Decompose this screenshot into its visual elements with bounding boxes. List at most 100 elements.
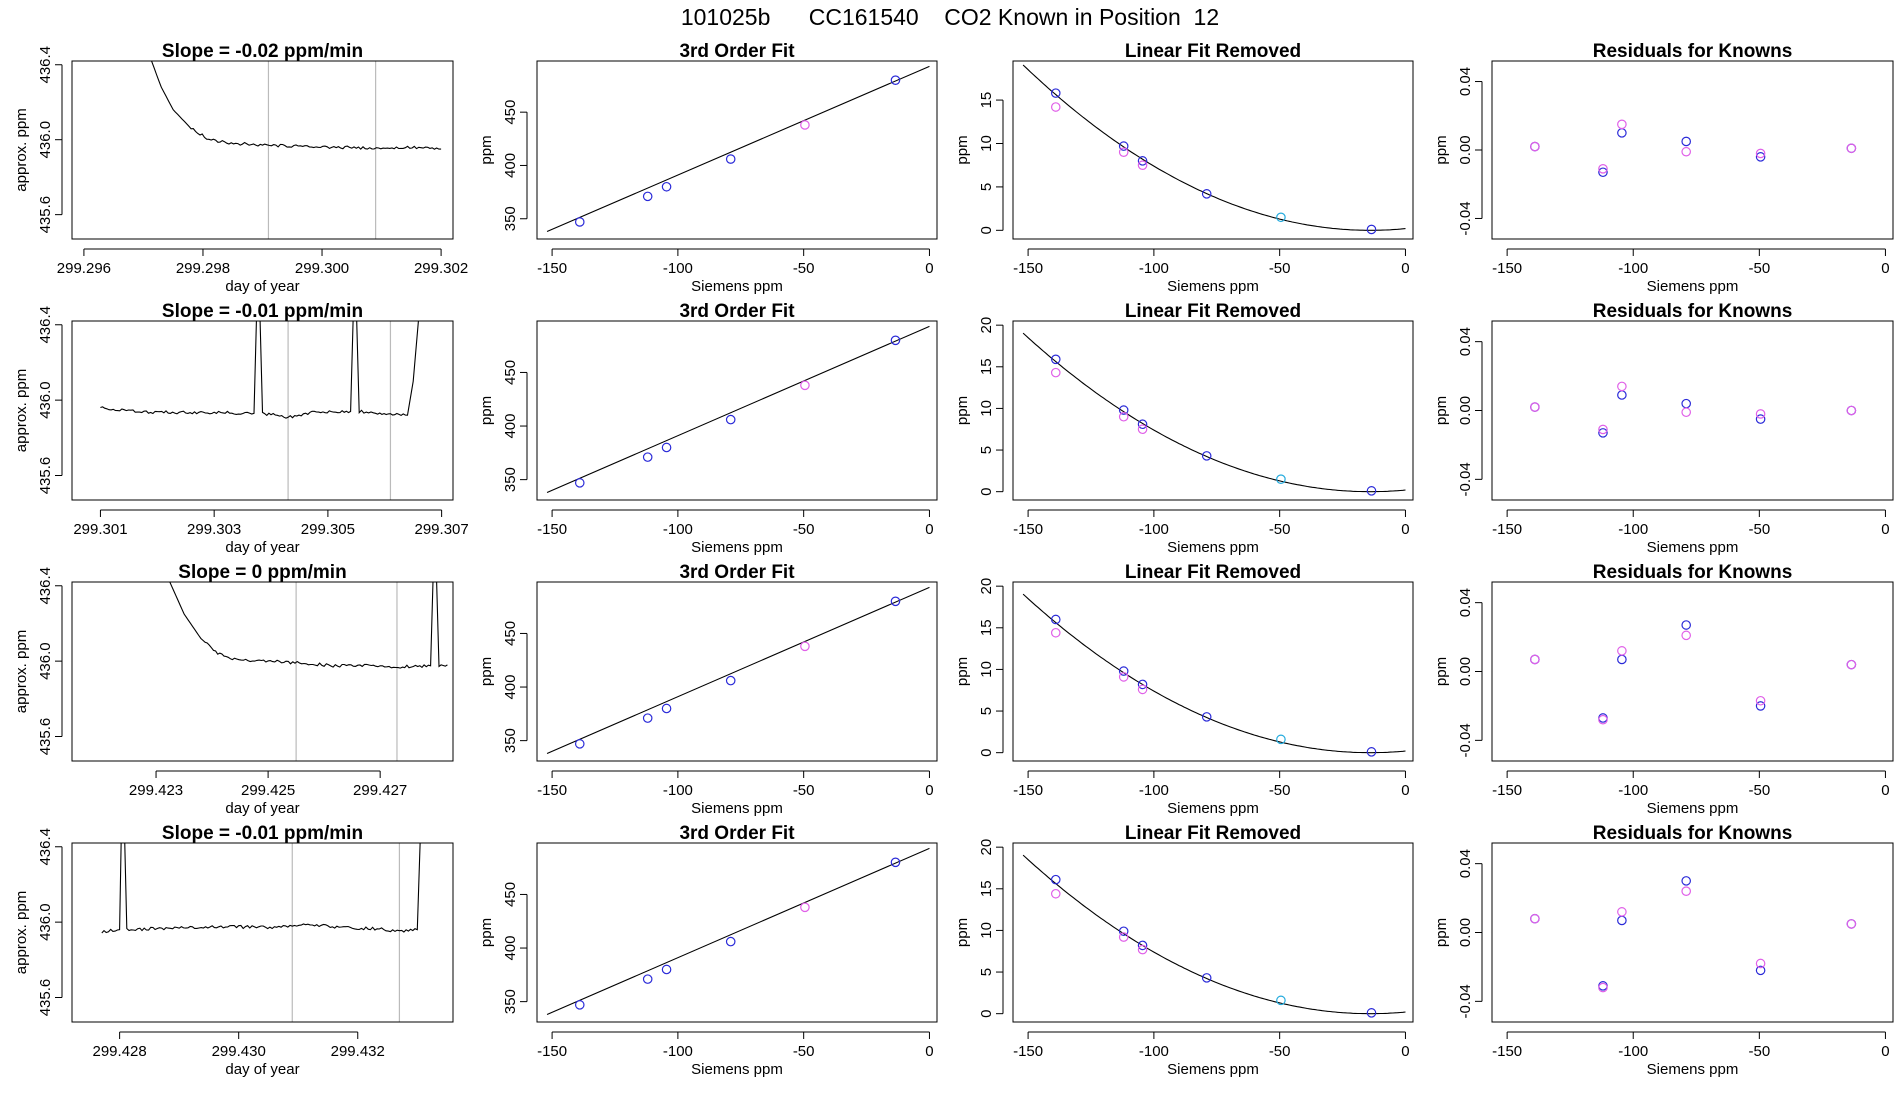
data-point: [1846, 919, 1857, 929]
data-point: [1118, 672, 1129, 682]
x-tick-label: 0: [925, 521, 933, 538]
data-point: [890, 335, 901, 346]
y-tick-label: 436.0: [37, 121, 54, 159]
data-point: [1366, 1008, 1377, 1018]
data-point: [1598, 714, 1608, 725]
y-tick-label: 5: [978, 446, 995, 454]
data-point: [661, 181, 672, 192]
data-point: [1617, 907, 1627, 917]
chart-panel: 3rd Order Fit -150 -100 -50 0 Siemens ppm 350 4…: [478, 823, 938, 1078]
data-point: [1201, 712, 1212, 722]
x-tick-label: 0: [1401, 1043, 1409, 1060]
data-point: [642, 452, 653, 462]
y-axis-label: approx. ppm: [13, 369, 30, 452]
y-axis-label: ppm: [478, 918, 495, 947]
x-tick-label: -100: [1139, 521, 1169, 538]
chart-title: 3rd Order Fit: [679, 823, 795, 844]
y-tick-label: 400: [502, 153, 519, 178]
plot-frame: [1491, 320, 1894, 501]
x-axis-label: Siemens ppm: [691, 278, 783, 295]
x-tick-label: -50: [1748, 782, 1770, 799]
chart-title: Slope = -0.01 ppm/min: [162, 301, 363, 322]
chart-title: Linear Fit Removed: [1125, 823, 1301, 844]
y-tick-label: 20: [978, 578, 995, 595]
y-tick-label: 450: [502, 100, 519, 125]
x-tick-label: 299.305: [301, 521, 355, 538]
chart-panel: 3rd Order Fit -150 -100 -50 0 Siemens ppm 350 4…: [478, 41, 938, 295]
plot-area: [1530, 119, 1857, 178]
chart-panel: Linear Fit Removed -150 -100 -50 0 Siemens pp…: [954, 823, 1414, 1078]
x-axis-label: day of year: [225, 1061, 299, 1078]
x-tick-label: -100: [1618, 782, 1648, 799]
y-tick-label: 0.00: [1457, 135, 1474, 164]
data-point: [890, 596, 901, 607]
data-point: [1530, 141, 1540, 152]
x-tick-label: 299.425: [241, 782, 295, 799]
y-tick-label: 450: [502, 360, 519, 385]
data-point: [1681, 398, 1691, 409]
time-series-line: [169, 582, 448, 669]
y-tick-label: 20: [978, 839, 995, 856]
x-tick-label: 299.430: [212, 1043, 266, 1060]
x-tick-label: -150: [1013, 1043, 1043, 1060]
data-point: [1137, 944, 1148, 955]
y-axis-label: ppm: [1433, 396, 1450, 425]
y-tick-label: 0: [978, 749, 995, 757]
plot-frame: [71, 320, 454, 501]
data-point: [800, 641, 810, 652]
data-point: [1137, 424, 1148, 435]
data-point: [1201, 451, 1212, 461]
plot-frame: [1012, 60, 1414, 240]
data-point: [1118, 932, 1129, 942]
data-point: [1050, 888, 1061, 899]
plot-frame: [1491, 842, 1894, 1023]
plot-area: [1022, 64, 1406, 235]
fit-curve: [1022, 593, 1406, 754]
x-tick-label: -150: [1492, 260, 1522, 277]
x-axis-label: Siemens ppm: [1167, 1061, 1259, 1078]
y-tick-label: 450: [502, 621, 519, 646]
data-point: [1681, 876, 1691, 886]
data-point: [642, 713, 653, 723]
y-axis-label: ppm: [478, 135, 495, 164]
chart-title: Slope = -0.02 ppm/min: [162, 41, 363, 62]
data-point: [1530, 402, 1540, 412]
data-point: [1598, 424, 1608, 435]
y-tick-label: 435.6: [37, 718, 54, 756]
plot-area: [1022, 332, 1406, 496]
y-tick-label: 435.6: [37, 196, 54, 234]
data-point: [661, 442, 672, 453]
fit-line: [546, 586, 930, 755]
y-tick-label: 0: [978, 226, 995, 234]
data-point: [1137, 419, 1148, 430]
y-tick-label: 0.00: [1457, 918, 1474, 947]
chart-panel: Residuals for Knowns -150 -100 -50 0 Siemens …: [1433, 823, 1894, 1078]
y-tick-label: 5: [978, 968, 995, 976]
plot-area: [1530, 381, 1857, 438]
data-point: [1681, 407, 1691, 418]
x-tick-label: -50: [793, 1043, 815, 1060]
x-tick-label: -150: [537, 1043, 567, 1060]
data-point: [1050, 614, 1061, 625]
data-point: [1137, 679, 1148, 690]
chart-title: Linear Fit Removed: [1125, 562, 1301, 583]
y-axis-label: approx. ppm: [13, 108, 30, 191]
plot-frame: [536, 581, 938, 762]
data-point: [800, 902, 810, 913]
plot-frame: [71, 60, 454, 240]
data-point: [1755, 409, 1766, 419]
data-point: [1681, 620, 1691, 630]
data-point: [1201, 189, 1212, 199]
y-tick-label: 10: [978, 400, 995, 417]
x-tick-label: 299.423: [129, 782, 183, 799]
y-tick-label: 15: [978, 92, 995, 109]
plot-frame: [1012, 842, 1414, 1023]
data-point: [1118, 405, 1129, 415]
chart-panel: Residuals for Knowns -150 -100 -50 0 Siemens …: [1433, 41, 1894, 295]
data-point: [1598, 982, 1608, 993]
y-axis-label: ppm: [954, 135, 971, 164]
plot-frame: [1012, 320, 1414, 501]
y-tick-label: 0.04: [1457, 327, 1474, 356]
data-point: [574, 478, 585, 488]
x-tick-label: -50: [793, 782, 815, 799]
